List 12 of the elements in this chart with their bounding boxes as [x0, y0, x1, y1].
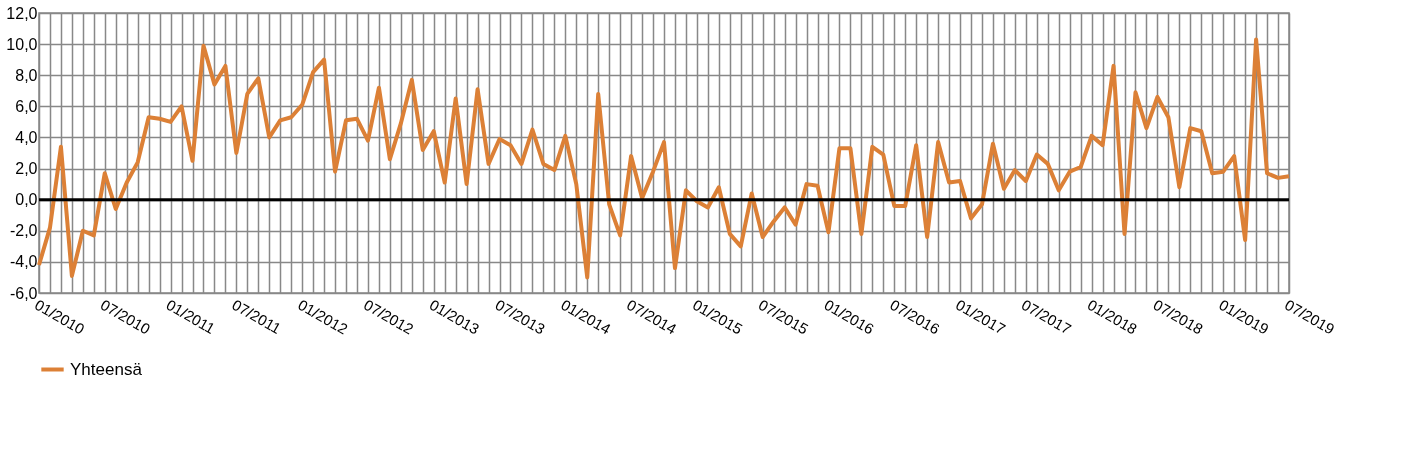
line-series	[37, 37, 1291, 280]
y-tick-label: 4,0	[15, 128, 38, 146]
y-tick-label: 0,0	[15, 191, 38, 209]
y-tick-label: 8,0	[15, 66, 38, 84]
y-tick-label: -2,0	[9, 222, 38, 240]
y-tick-label: -6,0	[9, 284, 38, 302]
y-tick-label: 2,0	[15, 160, 38, 178]
y-tick-label: 12,0	[6, 4, 38, 22]
legend-label: Yhteensä	[70, 359, 143, 379]
y-tick-label: 10,0	[6, 35, 38, 53]
y-tick-label: -4,0	[9, 253, 38, 271]
y-tick-label: 6,0	[15, 97, 38, 115]
